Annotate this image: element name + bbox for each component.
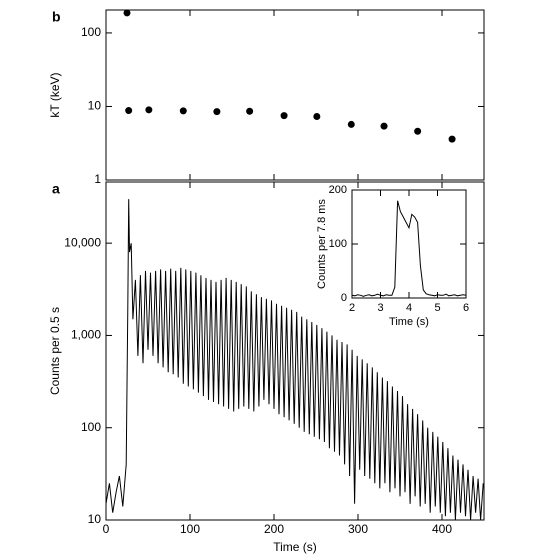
data-point <box>347 120 355 128</box>
y-tick-label: 100 <box>81 25 101 39</box>
y-tick-label: 0 <box>341 292 347 304</box>
data-point <box>448 135 456 143</box>
plot-frame <box>105 181 485 521</box>
y-tick-label: 100 <box>81 420 101 434</box>
y-tick-label: 10,000 <box>64 235 101 249</box>
y-tick-label: 1 <box>94 172 101 186</box>
y-tick-label: 100 <box>329 238 347 250</box>
x-tick-label: 6 <box>463 302 469 314</box>
x-tick-label: 5 <box>434 302 440 314</box>
y-tick-label: 1,000 <box>71 328 101 342</box>
data-point <box>280 112 288 120</box>
data-point <box>246 107 254 115</box>
x-tick-label: 2 <box>349 302 355 314</box>
light-curve <box>351 200 467 297</box>
data-point <box>414 127 422 135</box>
data-point <box>213 108 221 116</box>
data-point <box>125 107 133 115</box>
data-point <box>145 106 153 114</box>
x-tick-label: 300 <box>348 522 368 536</box>
x-tick-label: 100 <box>180 522 200 536</box>
data-point <box>380 122 388 130</box>
panel-label: a <box>52 181 60 197</box>
data-point <box>123 9 131 17</box>
plot-frame <box>105 9 485 181</box>
y-tick-label: 10 <box>88 99 102 113</box>
x-tick-label: 4 <box>406 302 412 314</box>
y-axis-title: kT (keV) <box>48 72 62 117</box>
plot-frame <box>351 189 467 299</box>
light-curve <box>105 199 484 521</box>
x-tick-label: 200 <box>264 522 284 536</box>
x-tick-label: 0 <box>103 522 110 536</box>
x-tick-label: 3 <box>377 302 383 314</box>
data-point <box>179 107 187 115</box>
data-point <box>313 113 321 121</box>
y-axis-title: Counts per 0.5 s <box>48 307 62 395</box>
x-axis-title: Time (s) <box>389 316 429 328</box>
y-axis-title: Counts per 7.8 ms <box>316 199 328 289</box>
panel-label: b <box>52 9 61 25</box>
x-axis-title: Time (s) <box>273 540 317 554</box>
y-tick-label: 10 <box>88 512 102 526</box>
x-tick-label: 400 <box>432 522 452 536</box>
y-tick-label: 200 <box>329 184 347 196</box>
